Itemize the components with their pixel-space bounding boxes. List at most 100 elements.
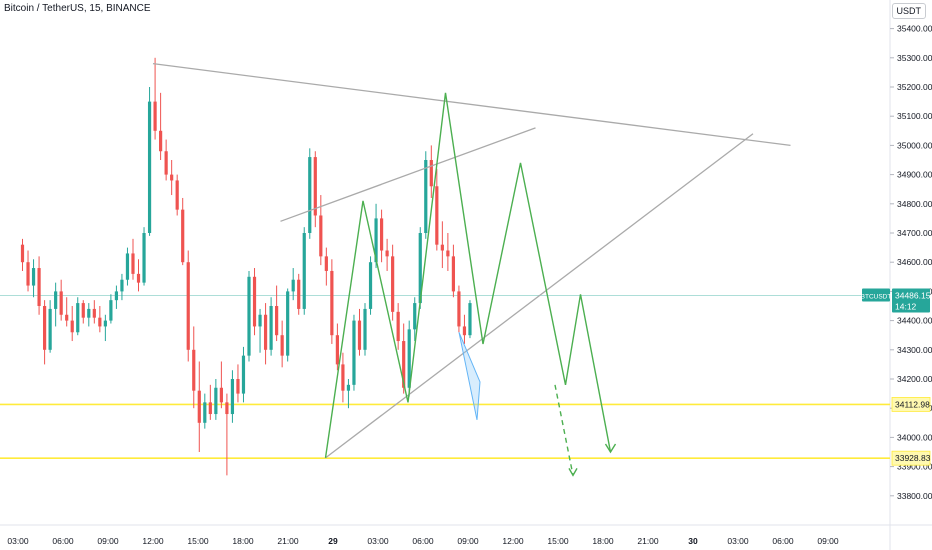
x-tick-label: 18:00	[592, 536, 614, 546]
candle-body	[374, 218, 378, 263]
candle-body	[341, 364, 345, 391]
candle-body	[76, 303, 80, 333]
candle-body	[357, 320, 362, 350]
candles	[20, 57, 472, 476]
candle-body	[230, 379, 235, 415]
x-tick-label: 12:00	[502, 536, 524, 546]
candle-body	[54, 291, 58, 309]
price-badge	[892, 288, 930, 313]
trendline	[280, 127, 536, 222]
candle-body	[241, 355, 246, 394]
currency-button[interactable]: USDT	[891, 3, 926, 19]
candle-body	[31, 268, 36, 286]
wedge-shape	[458, 332, 481, 420]
y-tick-label: 34800.00	[897, 199, 932, 209]
candle-body	[147, 101, 152, 233]
x-tick-label: 12:00	[142, 536, 164, 546]
candle-body	[225, 402, 229, 415]
candle-body	[457, 291, 461, 327]
candle-body	[192, 349, 196, 391]
x-tick-label: 06:00	[412, 536, 434, 546]
level-badge	[891, 450, 931, 466]
candle-body	[197, 390, 201, 423]
y-tick-label: 35000.00	[897, 140, 932, 150]
y-tick-label: 35400.00	[897, 24, 932, 34]
candle-body	[219, 387, 223, 403]
y-tick-label: 34200.00	[897, 374, 932, 384]
x-tick-label: 09:00	[817, 536, 839, 546]
candle-body	[291, 279, 295, 292]
x-tick-label: 18:00	[232, 536, 254, 546]
y-tick-label: 35200.00	[897, 82, 932, 92]
y-tick-label: 35100.00	[897, 111, 932, 121]
candle-body	[346, 384, 351, 391]
y-tick-label: 34000.00	[897, 432, 932, 442]
candle-body	[413, 303, 417, 330]
candle-body	[451, 256, 456, 292]
candle-body	[302, 233, 306, 309]
candle-body	[379, 218, 384, 251]
candle-body	[114, 291, 119, 301]
horizontal-levels	[0, 295, 890, 459]
candle-body	[335, 335, 339, 365]
candle-body	[214, 387, 218, 415]
trendline	[152, 62, 791, 147]
x-tick-label: 30	[688, 536, 698, 546]
candle-body	[402, 341, 406, 388]
candle-body	[159, 130, 163, 152]
candle-body	[429, 160, 433, 187]
drawings	[152, 62, 791, 477]
candle-body	[435, 186, 439, 245]
candle-body	[175, 180, 179, 210]
candle-body	[368, 262, 373, 309]
candle-body	[324, 256, 328, 271]
level-badge-label: 33928.83	[895, 453, 931, 463]
candle-body	[203, 402, 207, 423]
candle-body	[37, 268, 41, 306]
candle-body	[391, 256, 395, 312]
level-badge-label: 34112.98	[895, 399, 930, 409]
candle-body	[186, 262, 190, 350]
candle-body	[87, 308, 91, 318]
price-badge-value: 34486.15	[895, 290, 931, 300]
x-tick-label: 06:00	[772, 536, 794, 546]
candle-body	[352, 320, 356, 385]
candle-body	[275, 306, 279, 336]
candle-body	[103, 320, 107, 327]
price-badge-countdown: 14:12	[895, 301, 917, 311]
x-tick-label: 03:00	[727, 536, 749, 546]
x-tick-label: 15:00	[187, 536, 209, 546]
x-tick-label: 29	[328, 536, 338, 546]
candle-body	[286, 291, 290, 356]
x-tick-label: 03:00	[367, 536, 389, 546]
x-tick-label: 09:00	[457, 536, 479, 546]
candle-body	[269, 306, 273, 350]
candle-body	[142, 233, 146, 283]
candle-body	[120, 279, 124, 292]
candle-body	[313, 157, 317, 216]
candle-body	[319, 215, 323, 257]
candle-body	[258, 314, 262, 327]
x-tick-label: 03:00	[7, 536, 29, 546]
candle-body	[280, 335, 284, 356]
candle-body	[20, 244, 25, 263]
candle-body	[468, 303, 472, 336]
candle-body	[396, 311, 400, 342]
x-tick-label: 21:00	[277, 536, 299, 546]
candle-body	[98, 317, 102, 327]
chart-title: Bitcoin / TetherUS, 15, BINANCE	[4, 3, 151, 14]
candle-body	[297, 279, 301, 309]
x-tick-label: 09:00	[97, 536, 119, 546]
candle-body	[208, 402, 212, 415]
x-tick-label: 15:00	[547, 536, 569, 546]
candle-body	[70, 320, 74, 333]
candle-body	[125, 253, 130, 280]
candle-body	[247, 276, 251, 356]
y-tick-label: 34600.00	[897, 257, 932, 267]
time-axis: 03:00 06:00 09:00 12:00 15:00 18:00 21:00 29 03:…	[7, 536, 839, 546]
candle-body	[263, 314, 268, 350]
candle-body	[109, 300, 113, 321]
projection-arrowhead	[604, 443, 617, 454]
